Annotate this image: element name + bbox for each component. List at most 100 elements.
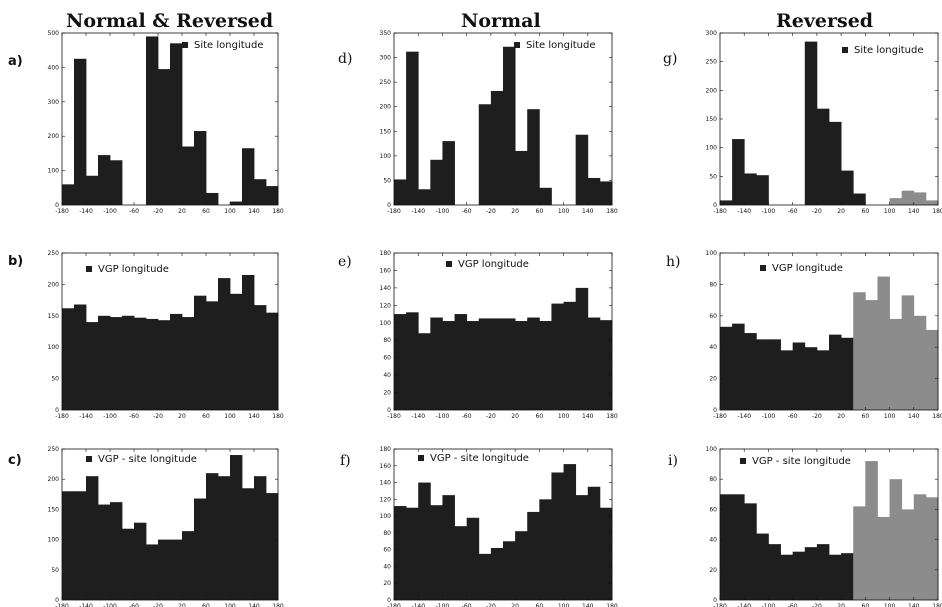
histogram-bar <box>242 148 255 205</box>
legend-label: VGP longitude <box>458 259 529 270</box>
x-tick-label: -140 <box>737 603 751 607</box>
y-tick-label: 0 <box>55 202 59 209</box>
x-tick-label: -140 <box>737 208 751 215</box>
histogram-bar <box>744 333 757 410</box>
histogram-bar <box>527 109 540 205</box>
legend-label: VGP longitude <box>772 263 843 274</box>
x-tick-label: -180 <box>55 208 69 215</box>
x-tick-label: 100 <box>558 603 570 607</box>
plot-frame <box>393 448 613 601</box>
panel-i: 0 20 40 60 80 100 -180 -140 -100 -60 -20 20 60 100 140… <box>706 446 942 607</box>
histogram-bar <box>587 177 601 205</box>
x-tick-label: -100 <box>436 413 450 420</box>
histogram-bar <box>925 329 939 410</box>
panel-label-i: i) <box>668 453 678 469</box>
histogram-bar <box>406 51 419 205</box>
x-tick-label: 180 <box>932 208 942 215</box>
y-tick-label: 60 <box>383 547 391 554</box>
y-tick-label: 100 <box>48 537 60 544</box>
histogram-bar <box>86 322 99 410</box>
histogram-bar <box>913 315 927 410</box>
x-tick-label: 140 <box>908 413 920 420</box>
histogram-bar <box>744 503 757 600</box>
histogram-bar <box>816 350 830 410</box>
histogram-bar <box>515 531 528 600</box>
plot-frame <box>393 252 613 411</box>
histogram-bar <box>146 36 159 205</box>
histogram-bar <box>732 323 745 410</box>
histogram-bar <box>478 104 492 205</box>
x-tick-label: -20 <box>153 208 163 215</box>
x-tick-label: 60 <box>862 603 870 607</box>
y-tick-label: 0 <box>55 407 59 414</box>
legend-swatch <box>740 458 746 464</box>
y-tick-label: 300 <box>380 55 392 62</box>
histogram-bar <box>515 150 528 205</box>
y-tick-label: 200 <box>706 87 718 94</box>
histogram-bar <box>62 308 75 410</box>
histogram-bar <box>804 547 818 600</box>
histogram-bar <box>122 528 135 600</box>
histogram-bar <box>829 334 842 410</box>
histogram-bar <box>182 146 195 205</box>
histogram-bar <box>587 317 601 410</box>
y-tick-label: 0 <box>387 202 391 209</box>
histogram-bar <box>194 131 207 205</box>
legend-swatch <box>86 266 92 272</box>
y-tick-label: 200 <box>48 476 60 483</box>
histogram-bar <box>242 274 255 410</box>
histogram-bar <box>134 522 147 600</box>
histogram-bar <box>266 186 279 205</box>
x-tick-label: -20 <box>812 413 822 420</box>
y-tick-label: 20 <box>383 580 391 587</box>
histogram-bar <box>732 139 745 205</box>
x-tick-label: -60 <box>788 208 798 215</box>
histogram-bar <box>418 482 431 600</box>
x-tick-label: 20 <box>511 413 519 420</box>
legend-swatch <box>760 265 766 271</box>
x-tick-label: 60 <box>536 208 544 215</box>
histogram-bar <box>466 321 480 410</box>
histogram-bar <box>158 539 171 600</box>
histogram-bar <box>829 554 842 600</box>
x-tick-label: -140 <box>411 603 425 607</box>
y-tick-label: 200 <box>48 133 60 140</box>
legend-label: VGP - site longitude <box>752 456 851 467</box>
histogram-bar <box>74 304 87 410</box>
x-tick-label: -100 <box>103 603 117 607</box>
histogram-bar <box>865 461 878 600</box>
x-tick-label: 20 <box>837 208 845 215</box>
histogram-bar <box>503 318 516 410</box>
legend-swatch <box>514 42 520 48</box>
panel-label-e: e) <box>338 254 352 270</box>
x-tick-label: 100 <box>884 413 896 420</box>
y-tick-label: 120 <box>380 302 392 309</box>
y-tick-label: 150 <box>380 128 392 135</box>
x-tick-label: -60 <box>462 603 472 607</box>
y-tick-label: 0 <box>387 597 391 604</box>
y-tick-label: 40 <box>383 372 391 379</box>
x-tick-label: 20 <box>511 603 519 607</box>
x-tick-label: -20 <box>812 603 822 607</box>
x-tick-label: -20 <box>153 603 163 607</box>
x-tick-label: 140 <box>248 603 260 607</box>
histogram-bar <box>122 315 135 410</box>
histogram-bar <box>254 179 267 205</box>
x-tick-label: -20 <box>486 603 496 607</box>
histogram-bar <box>599 181 613 205</box>
x-tick-label: -60 <box>788 413 798 420</box>
histogram-bar <box>901 190 915 205</box>
y-tick-label: 50 <box>383 177 391 184</box>
x-tick-label: -180 <box>713 413 727 420</box>
x-tick-label: -140 <box>79 413 93 420</box>
panel-label-g: g) <box>663 51 678 67</box>
histogram-bar <box>254 476 267 600</box>
panel-c: 0 50 100 150 200 250 -180 -140 -100 -60 -20 20 60 100… <box>48 446 284 607</box>
x-tick-label: 180 <box>272 208 284 215</box>
y-tick-label: 140 <box>380 480 392 487</box>
histogram-bar <box>490 547 504 600</box>
histogram-bar <box>563 464 577 600</box>
histogram-bar <box>218 476 231 600</box>
histogram-bar <box>539 321 552 410</box>
